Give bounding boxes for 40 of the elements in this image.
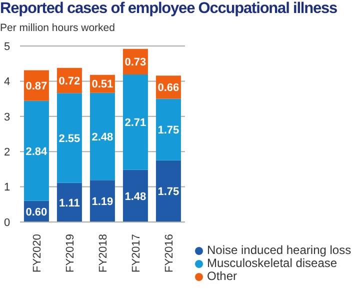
data-label: 0.66	[158, 82, 180, 94]
legend-label: Musculoskeletal disease	[207, 256, 338, 270]
bar	[56, 93, 82, 183]
bar	[156, 98, 181, 160]
y-tick-label: 0	[4, 216, 10, 229]
y-tick-label: 5	[4, 40, 10, 53]
y-tick-label: 4	[4, 76, 10, 88]
bar	[122, 170, 148, 222]
data-label: 1.11	[59, 197, 80, 210]
bar	[156, 160, 181, 222]
data-label: 2.71	[124, 117, 146, 130]
data-label: 0.72	[58, 75, 80, 88]
data-label: 1.19	[92, 196, 114, 208]
x-tick-label: FY2018	[97, 234, 110, 273]
x-tick-label: FY2020	[31, 234, 44, 273]
data-label: 0.51	[92, 78, 114, 91]
bar	[56, 182, 82, 222]
data-label: 1.75	[158, 124, 180, 137]
data-label: 2.84	[26, 146, 48, 158]
y-tick-label: 1	[4, 182, 10, 194]
chart-title: Reported cases of employee Occupational illness	[0, 0, 338, 18]
x-tick-label: FY2017	[130, 234, 142, 273]
data-label: 1.48	[124, 190, 146, 203]
data-label: 0.60	[26, 206, 48, 218]
bar	[122, 74, 148, 170]
data-label: 0.73	[124, 56, 146, 69]
x-tick-label: FY2019	[64, 234, 76, 273]
y-tick-label: 3	[4, 111, 10, 124]
data-label: 1.75	[158, 186, 180, 198]
bar	[90, 180, 115, 222]
bar	[90, 92, 115, 180]
legend-label: Other	[207, 269, 238, 283]
data-label: 0.87	[26, 80, 48, 93]
data-label: 2.48	[92, 131, 114, 144]
chart-subtitle: Per million hours worked	[0, 22, 115, 34]
data-label: 2.55	[58, 132, 80, 145]
x-tick-label: FY2016	[163, 234, 176, 273]
y-tick-label: 2	[4, 146, 10, 158]
bar	[24, 100, 49, 201]
legend-label: Noise induced hearing loss	[207, 243, 352, 257]
